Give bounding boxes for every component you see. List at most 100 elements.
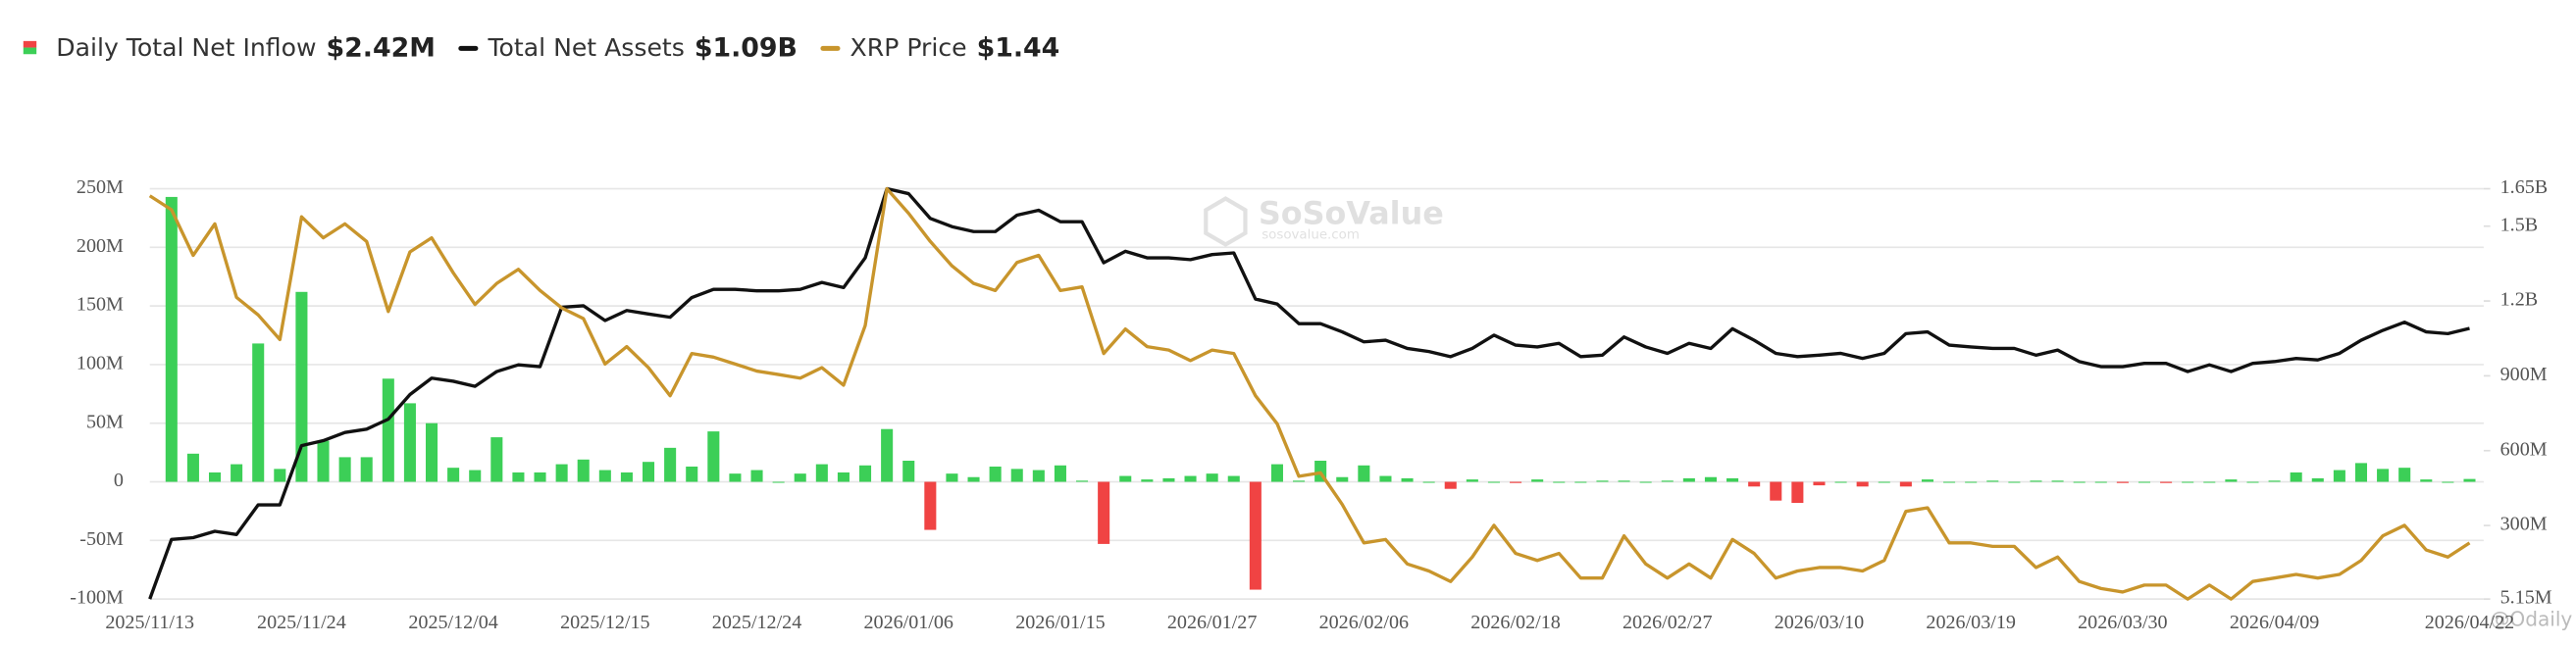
x-tick-label: 2026/01/27 <box>1167 612 1257 633</box>
x-tick-label: 2025/12/24 <box>712 612 801 633</box>
y-tick-label: 100M <box>77 353 124 374</box>
watermark-url: sosovalue.com <box>1262 227 1360 242</box>
bar <box>598 470 611 482</box>
legend-icon <box>458 45 479 51</box>
legend-value: $2.42M <box>327 33 436 64</box>
line <box>148 186 2470 600</box>
bar <box>2073 481 2086 483</box>
bar <box>1141 479 1154 482</box>
y-tick-label: -50M <box>79 528 124 550</box>
bar <box>1444 481 1457 489</box>
legend-value: $1.09B <box>695 33 798 64</box>
bar <box>274 469 286 482</box>
y2-tick-label: 1.65B <box>2500 176 2549 198</box>
y2-tick-label: 600M <box>2500 438 2548 460</box>
bar <box>1184 475 1197 482</box>
legend-label: XRP Price <box>850 33 967 62</box>
y2-tick-label: 1.5B <box>2500 214 2539 235</box>
bar <box>2420 479 2433 482</box>
y-tick-label: 0 <box>114 470 124 491</box>
bar <box>490 437 503 482</box>
bar <box>1293 480 1306 482</box>
bar <box>729 473 742 482</box>
bar <box>2377 469 2390 482</box>
legend-value: $1.44 <box>977 33 1060 64</box>
bar <box>2160 481 2173 483</box>
y-tick-label: -100M <box>70 587 124 609</box>
bar <box>924 481 937 530</box>
bar <box>2094 481 2107 483</box>
x-tick-label: 2026/03/19 <box>1926 612 2015 633</box>
x-tick-label: 2026/03/30 <box>2078 612 2167 633</box>
bar <box>1986 480 1999 482</box>
bar <box>1358 465 1370 482</box>
bar <box>425 422 438 482</box>
bar <box>252 343 265 482</box>
bar <box>1748 481 1761 487</box>
bar <box>750 470 763 482</box>
bar <box>1553 481 1566 483</box>
watermark-brand: SoSoValue <box>1259 194 1444 231</box>
bar <box>338 457 351 482</box>
bar <box>1401 477 1414 482</box>
bar <box>1098 481 1110 544</box>
bar <box>1921 479 1933 482</box>
y-tick-label: 50M <box>86 411 124 432</box>
x-tick-label: 2026/01/06 <box>863 612 953 633</box>
bar <box>2008 481 2021 483</box>
bar <box>664 447 677 482</box>
bar <box>1422 481 1435 483</box>
bar <box>707 431 720 482</box>
bar <box>2182 481 2194 483</box>
legend-label: Total Net Assets <box>487 33 684 62</box>
bar <box>208 471 222 482</box>
bar <box>815 464 828 482</box>
bar <box>447 468 460 482</box>
bar <box>2051 480 2064 482</box>
bar <box>1574 481 1587 483</box>
bar <box>1076 480 1089 482</box>
bar <box>1487 481 1500 483</box>
legend-label: Daily Total Net Inflow <box>56 33 316 62</box>
bar <box>2138 481 2151 483</box>
y2-tick-label: 5.15M <box>2500 587 2552 609</box>
bar <box>555 464 568 482</box>
bar <box>469 470 482 482</box>
x-tick-label: 2026/01/15 <box>1015 612 1105 633</box>
watermark-logo: SoSoValue sosovalue.com <box>1204 194 1444 247</box>
bar <box>1249 481 1262 590</box>
legend-icon <box>23 40 37 48</box>
bar <box>2442 481 2454 483</box>
bar <box>186 453 199 482</box>
x-tick-label: 2025/12/15 <box>560 612 649 633</box>
y-tick-label: 150M <box>77 294 124 316</box>
bar <box>1379 475 1392 482</box>
bar <box>1813 481 1826 486</box>
bar <box>2225 479 2238 482</box>
bar <box>2398 468 2411 482</box>
bar <box>2311 477 2324 482</box>
x-tick-label: 2026/04/22 <box>2425 612 2514 633</box>
bar <box>1682 477 1695 482</box>
bar <box>403 403 416 482</box>
bar <box>1943 481 1956 483</box>
bar <box>2463 478 2476 482</box>
x-tick-label: 2025/11/24 <box>257 612 346 633</box>
bar <box>1227 475 1240 482</box>
bar <box>1119 475 1132 482</box>
bar <box>2116 481 2129 483</box>
bar <box>1336 476 1349 482</box>
x-tick-label: 2026/04/09 <box>2230 612 2319 633</box>
bar <box>2268 480 2281 482</box>
y-tick-label: 250M <box>77 176 124 198</box>
bar <box>772 481 785 483</box>
bar <box>1899 481 1912 487</box>
bar <box>1661 480 1674 482</box>
bar <box>686 466 698 482</box>
bar <box>1466 479 1478 482</box>
bar <box>1856 481 1869 487</box>
bar <box>859 465 872 482</box>
bar <box>577 459 590 482</box>
bar <box>794 473 806 482</box>
